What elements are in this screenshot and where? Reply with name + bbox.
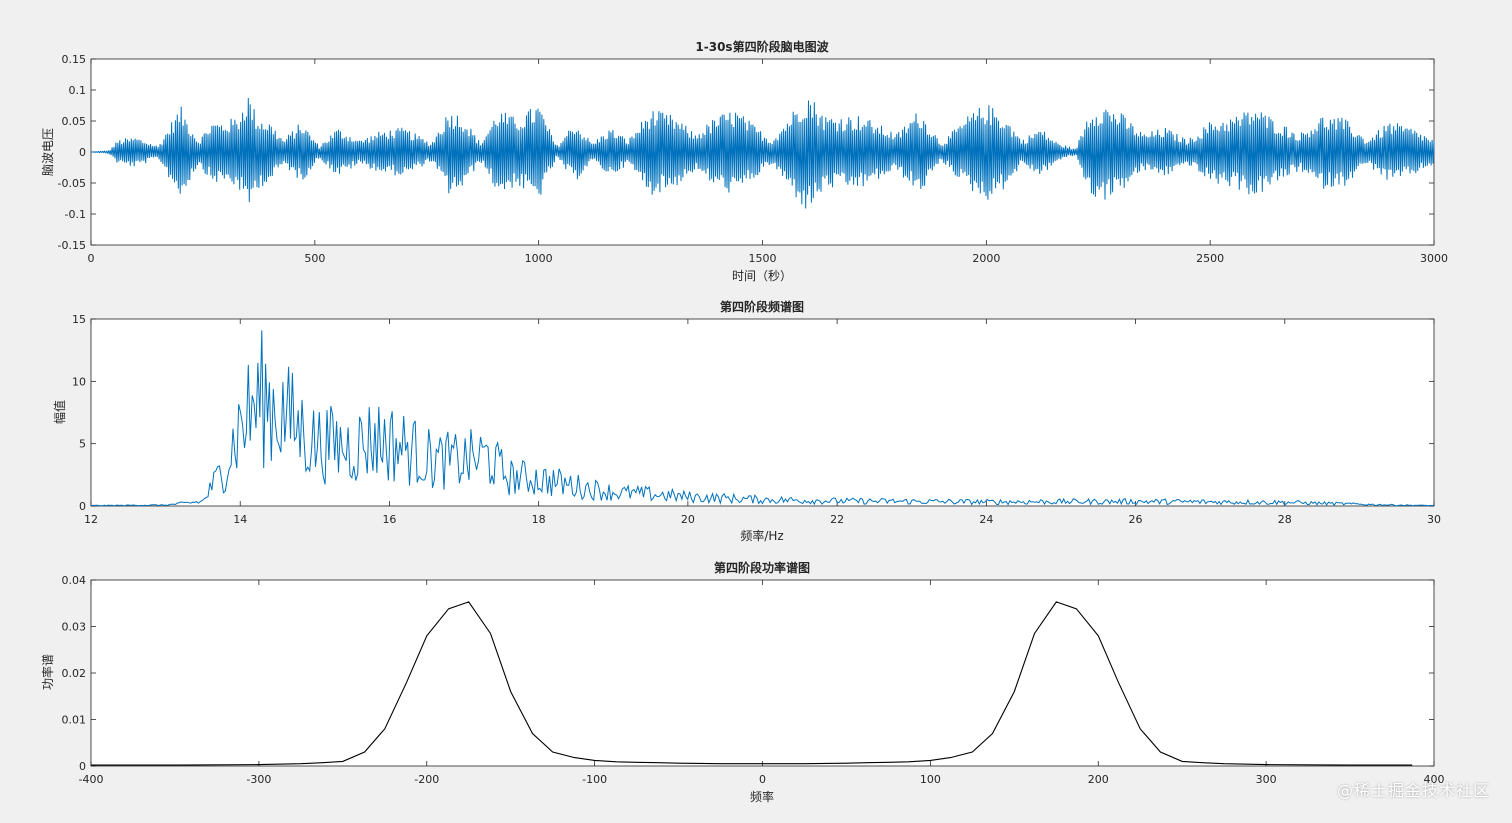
y-tick-label: -0.1 [65, 208, 86, 221]
y-tick-label: 0 [79, 760, 86, 773]
x-tick-label: 18 [532, 513, 546, 526]
chart-title: 1-30s第四阶段脑电图波 [695, 39, 829, 54]
y-tick-label: 0.03 [62, 621, 87, 634]
axes-box [90, 579, 1435, 767]
spectrum-line [90, 330, 1435, 507]
chart-title: 第四阶段功率谱图 [714, 560, 810, 575]
y-tick-label: 10 [72, 375, 86, 388]
y-tick-label: 0.05 [62, 115, 87, 128]
x-tick-label: 0 [88, 252, 95, 265]
x-ticks: 12 14 16 18 20 22 24 26 28 30 [84, 319, 1441, 526]
x-tick-label: 3000 [1420, 252, 1448, 265]
y-ticks: 0 5 10 15 [72, 313, 1434, 513]
x-tick-label: -300 [246, 773, 271, 786]
x-tick-label: 12 [84, 513, 98, 526]
x-tick-label: 2000 [972, 252, 1000, 265]
y-axis-label: 脑波电压 [41, 128, 55, 176]
y-tick-label: 0 [79, 500, 86, 513]
x-axis-label: 时间（秒） [732, 269, 792, 283]
x-tick-label: 26 [1129, 513, 1143, 526]
x-tick-label: 1500 [749, 252, 777, 265]
x-tick-label: 20 [681, 513, 695, 526]
x-axis-label: 频率 [750, 789, 774, 804]
panel-spectrum: 12 14 16 18 20 22 24 26 28 30 0 5 10 15 第四阶段频谱图 频率/H… [52, 299, 1441, 543]
y-axis-label: 幅值 [52, 400, 67, 424]
x-tick-label: 14 [233, 513, 247, 526]
eeg-signal-line [91, 97, 1435, 209]
x-ticks: -400 -300 -200 -100 0 100 200 300 400 [79, 580, 1445, 786]
y-tick-label: 0.15 [62, 53, 87, 66]
y-tick-label: 0 [79, 146, 86, 159]
y-tick-label: 0.1 [69, 84, 87, 97]
x-tick-label: 28 [1278, 513, 1292, 526]
panel-eeg: 0 500 1000 1500 2000 2500 3000 -0.15-0.1-0.050… [41, 39, 1448, 283]
y-tick-label: 5 [79, 438, 86, 451]
x-axis-label: 频率/Hz [740, 528, 783, 543]
x-tick-label: 100 [920, 773, 941, 786]
y-tick-label: 0.04 [62, 574, 87, 587]
x-ticks: 0 500 1000 1500 2000 2500 3000 [88, 59, 1448, 265]
x-tick-label: 500 [304, 252, 325, 265]
chart-title: 第四阶段频谱图 [720, 299, 804, 314]
y-tick-label: 0.01 [62, 714, 87, 727]
y-tick-label: -0.15 [58, 239, 86, 252]
y-tick-label: 15 [72, 313, 86, 326]
x-tick-label: -400 [79, 773, 104, 786]
x-tick-label: 16 [382, 513, 396, 526]
y-ticks: 0 0.01 0.02 0.03 0.04 [62, 574, 1434, 773]
x-tick-label: 0 [759, 773, 766, 786]
axes-box [90, 318, 1435, 507]
x-tick-label: 300 [1256, 773, 1277, 786]
x-tick-label: 2500 [1196, 252, 1224, 265]
x-tick-label: 200 [1088, 773, 1109, 786]
y-axis-label: 功率谱 [40, 654, 55, 690]
y-ticks: -0.15 -0.1 -0.05 0 0.05 0.1 0.15 [58, 53, 1434, 252]
x-tick-label: 22 [830, 513, 844, 526]
x-tick-label: -200 [414, 773, 439, 786]
watermark: @稀土掘金技术社区 [1336, 781, 1490, 800]
x-tick-label: -100 [582, 773, 607, 786]
x-tick-label: 30 [1427, 513, 1441, 526]
panel-power: -400 -300 -200 -100 0 100 200 300 400 00.010.020… [40, 560, 1445, 804]
x-tick-label: 400 [1424, 773, 1445, 786]
y-tick-label: 0.02 [62, 667, 87, 680]
y-tick-label: -0.05 [58, 177, 86, 190]
x-tick-label: 24 [979, 513, 993, 526]
power-spectrum-line [91, 601, 1413, 766]
x-tick-label: 1000 [525, 252, 553, 265]
